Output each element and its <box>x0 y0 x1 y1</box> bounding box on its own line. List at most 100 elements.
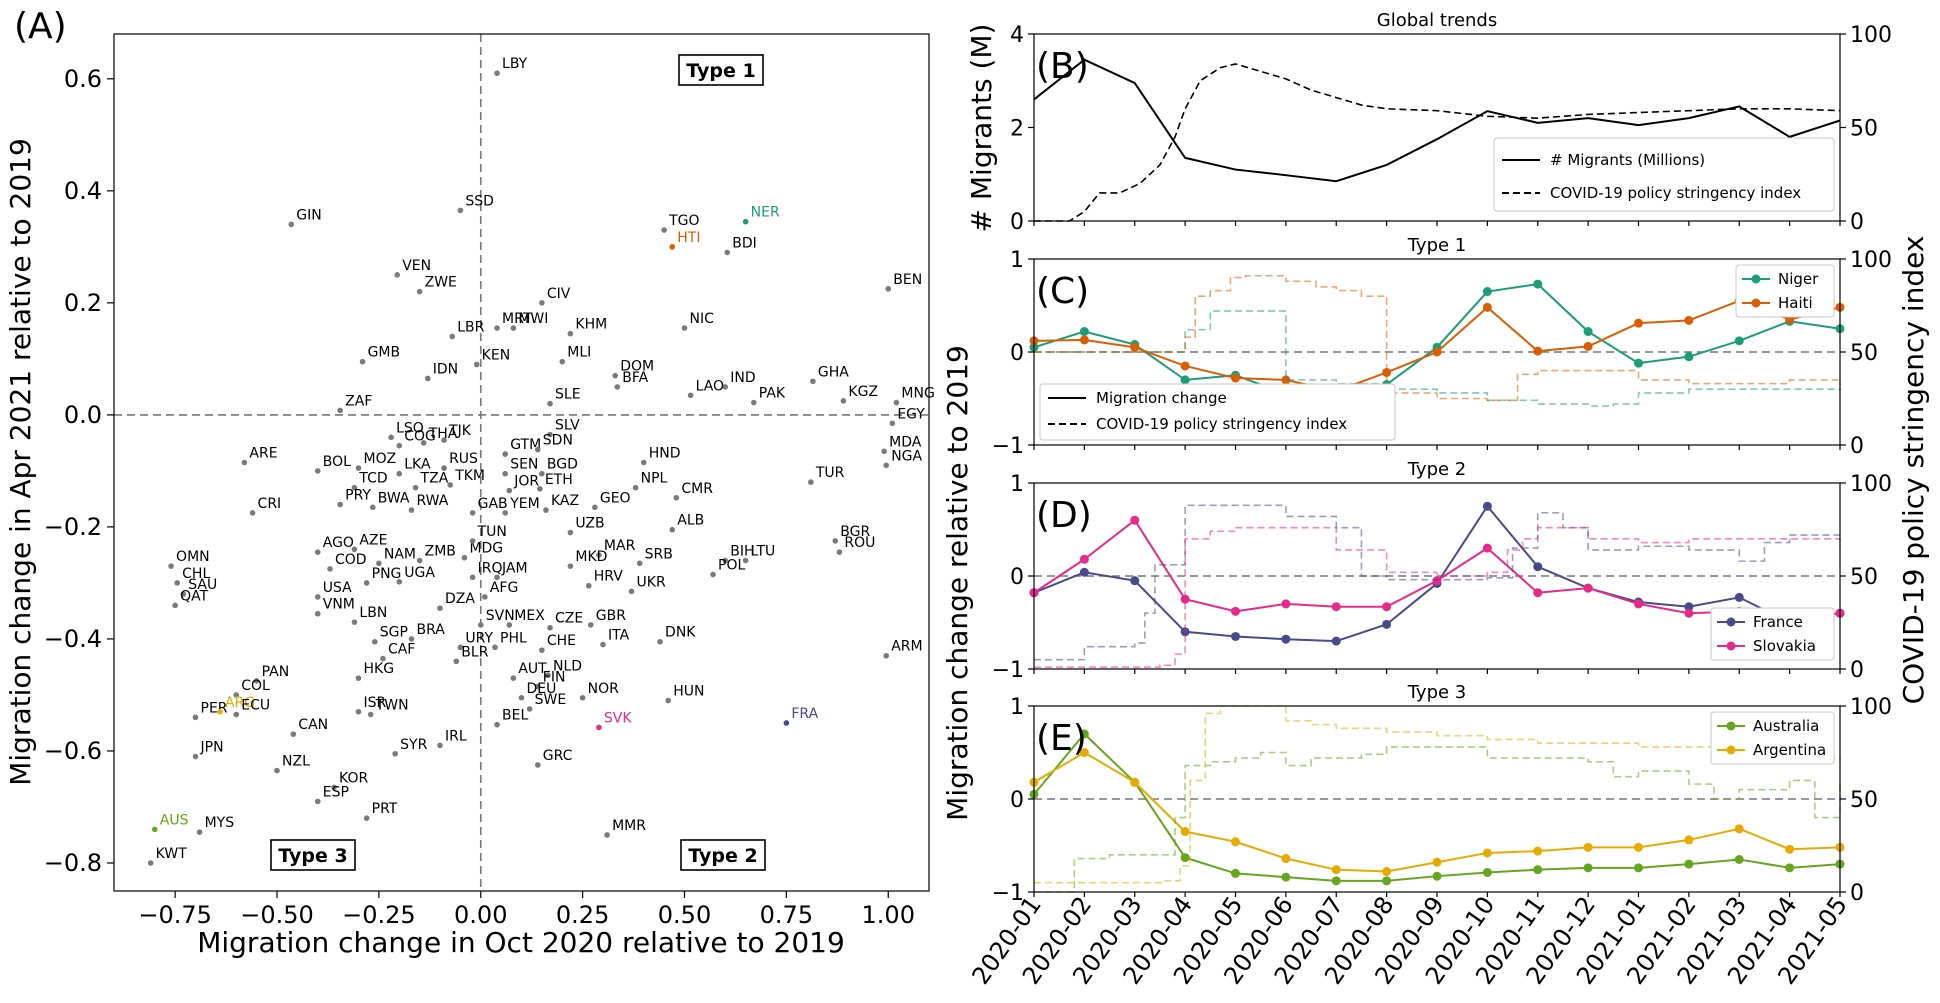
scatter-point <box>628 588 635 595</box>
panel-b-y-axis-title: # Migrants (M) <box>965 24 998 233</box>
point-label: SRB <box>645 546 673 562</box>
series-marker <box>1432 347 1442 357</box>
series-marker <box>1785 863 1795 873</box>
quadrant-label: Type 2 <box>688 845 757 867</box>
scatter-point <box>172 602 178 609</box>
legend-marker <box>1751 298 1761 308</box>
right-tick-label: 0 <box>1850 658 1864 683</box>
point-label: FIN <box>543 670 566 686</box>
point-label: BWA <box>378 490 410 506</box>
series-marker <box>1583 327 1593 337</box>
scatter-point <box>539 470 545 477</box>
scatter-point <box>539 647 545 653</box>
legend-frame <box>1493 137 1835 212</box>
point-label: PAK <box>759 386 786 402</box>
scatter-point <box>585 582 592 589</box>
scatter-point <box>392 750 398 757</box>
scatter-point <box>453 658 460 665</box>
x-tick-label: 0.75 <box>760 901 813 929</box>
legend-line-styles: Migration change COVID-19 policy stringen… <box>1039 383 1396 441</box>
point-label: AUT <box>518 661 547 677</box>
scatter-point <box>355 708 362 715</box>
scatter-point <box>253 678 260 684</box>
scatter-point <box>506 487 513 494</box>
scatter-point <box>567 529 574 536</box>
point-label: PRT <box>372 801 398 817</box>
left-tick-label: −1 <box>992 658 1024 683</box>
point-label: SWE <box>535 692 567 708</box>
point-label: KOR <box>339 770 368 786</box>
point-label: CHL <box>182 566 210 582</box>
point-label: MWI <box>518 311 548 327</box>
scatter-point <box>742 218 749 225</box>
point-label: ESP <box>323 784 349 800</box>
point-label: CHE <box>547 633 576 649</box>
point-label: BEN <box>893 272 922 288</box>
panel-title: Type 1 <box>1407 235 1467 256</box>
scatter-point <box>579 694 586 701</box>
point-label: MOZ <box>364 451 397 467</box>
right-tick-label: 100 <box>1850 248 1892 273</box>
series-marker <box>1533 346 1543 356</box>
x-tick-label: −0.75 <box>138 901 212 929</box>
scatter-point <box>832 538 839 544</box>
scatter-point <box>614 384 621 390</box>
panel-b: Global trends (B) 0 2 4 0 50 100 # Migrants (Mil… <box>965 10 1892 235</box>
scatter-point <box>355 465 362 471</box>
point-label: PER <box>201 700 228 716</box>
series-marker <box>1684 602 1694 612</box>
series-marker <box>1432 857 1442 867</box>
scatter-point <box>494 325 500 331</box>
right-tick-label: 50 <box>1850 117 1878 142</box>
scatter-point <box>494 721 500 728</box>
x-tick-label: −0.50 <box>240 901 314 929</box>
y-tick-label: −0.2 <box>44 513 102 541</box>
point-label: HRV <box>594 569 623 585</box>
scatter-point <box>151 826 158 833</box>
left-tick-label: 4 <box>1010 23 1024 48</box>
series-marker <box>1684 608 1694 618</box>
scatter-point <box>394 272 401 278</box>
scatter-point <box>424 375 431 382</box>
series-marker <box>1180 375 1190 385</box>
point-label: ITA <box>608 628 630 644</box>
point-label: CZE <box>555 611 583 627</box>
scatter-point <box>367 711 374 718</box>
point-label: AFG <box>490 580 518 596</box>
point-label: IND <box>730 370 755 386</box>
series-marker <box>1231 837 1240 847</box>
scatter-point <box>147 860 154 866</box>
series-marker <box>1180 853 1190 863</box>
scatter-point <box>469 538 476 544</box>
series-marker <box>1684 352 1694 362</box>
point-label: MDA <box>889 434 922 450</box>
left-tick-label: 0 <box>1010 565 1024 590</box>
point-label: ALB <box>677 513 704 529</box>
scatter-point <box>559 358 566 365</box>
left-tick-label: 0 <box>1010 210 1024 235</box>
scatter-point <box>477 622 484 628</box>
point-label: LBR <box>457 319 484 335</box>
scatter-point <box>883 652 890 659</box>
left-tick-label: 2 <box>1010 117 1024 142</box>
y-tick-label: 0.6 <box>64 65 102 93</box>
point-label: THA <box>428 426 458 442</box>
x-tick-label: −0.25 <box>342 901 416 929</box>
series-marker <box>1482 302 1492 312</box>
legend-label: Australia <box>1753 717 1819 735</box>
scatter-point <box>539 300 545 306</box>
scatter-point <box>314 610 321 617</box>
scatter-point <box>355 675 362 681</box>
point-label: GTM <box>510 437 541 453</box>
y-tick-label: 0.4 <box>64 177 102 205</box>
point-label: KAZ <box>551 493 579 509</box>
scatter-point <box>596 724 602 731</box>
point-label: SEN <box>510 457 538 473</box>
point-label: VEN <box>402 258 431 274</box>
legend-marker <box>1726 617 1736 627</box>
scatter-point <box>640 459 647 466</box>
series-marker <box>1079 729 1089 739</box>
legend-label: COVID-19 policy stringency index <box>1550 184 1801 202</box>
scatter-point <box>380 655 386 662</box>
